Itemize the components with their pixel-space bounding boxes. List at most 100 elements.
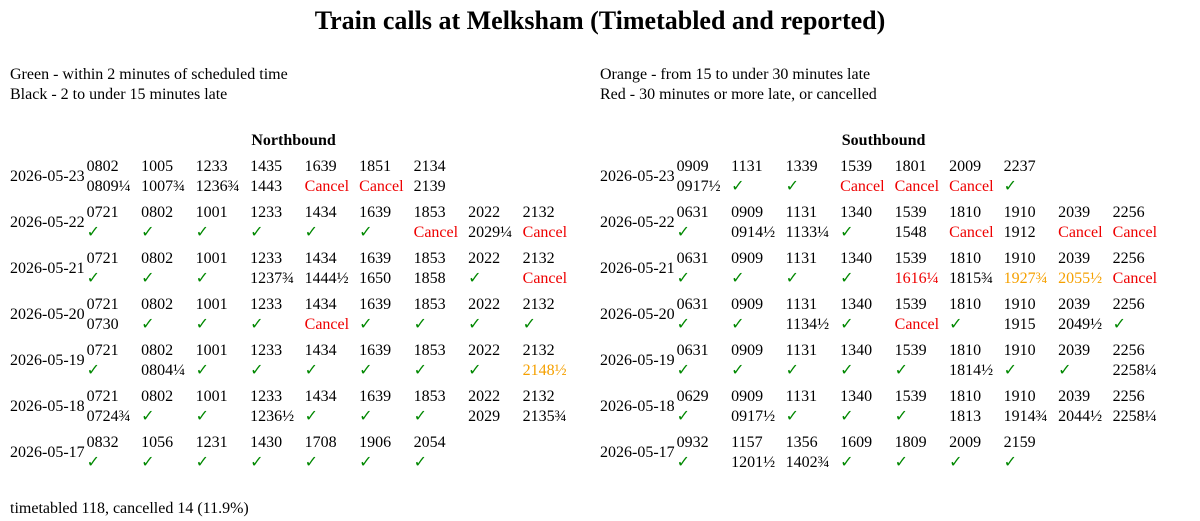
actual-time: ✓ xyxy=(304,224,319,241)
scheduled-time: 1056 xyxy=(141,434,174,451)
actual-time: ✓ xyxy=(840,316,854,333)
day-row: 2026-05-17 0832 ✓ 1056 ✓ 1231 ✓ 1430 ✓ 1708 ✓ 1906 ✓… xyxy=(10,430,577,476)
date: 2026-05-21 xyxy=(600,260,675,277)
scheduled-time: 1131 xyxy=(785,250,818,267)
call: 1434 ✓ xyxy=(305,384,360,430)
actual-time: Cancel xyxy=(1058,224,1103,241)
scheduled-time: 1639 xyxy=(359,296,392,313)
actual-time: Cancel xyxy=(840,178,885,195)
call: 1853 ✓ xyxy=(414,292,469,338)
actual-time: Cancel xyxy=(949,178,994,195)
day-row: 2026-05-18 0629 ✓ 0909 0917½ 1131 ✓ 1340 ✓ 1539 ✓ 1… xyxy=(600,384,1167,430)
scheduled-time: 2256 xyxy=(1112,204,1145,221)
call: 2039 2044½ xyxy=(1058,384,1113,430)
call: 1708 ✓ xyxy=(305,430,360,476)
scheduled-time: 0802 xyxy=(141,296,174,313)
actual-time: 2135¾ xyxy=(522,408,567,425)
actual-time: ✓ xyxy=(141,316,155,333)
call: 1910 ✓ xyxy=(1004,338,1059,384)
actual-time: ✓ xyxy=(250,316,264,333)
actual-time: ✓ xyxy=(141,224,155,241)
scheduled-time: 1434 xyxy=(304,204,337,221)
call: 1131 ✓ xyxy=(786,246,841,292)
scheduled-time: 1639 xyxy=(359,388,392,405)
call: 0802 0809¼ xyxy=(87,154,142,200)
call: 1853 ✓ xyxy=(414,384,469,430)
call: 1001 ✓ xyxy=(196,246,251,292)
actual-time: 1236¾ xyxy=(195,178,240,195)
scheduled-time: 1001 xyxy=(195,296,228,313)
call: 1430 ✓ xyxy=(250,430,305,476)
scheduled-time: 2039 xyxy=(1058,388,1091,405)
scheduled-time: 1430 xyxy=(250,434,283,451)
actual-time: ✓ xyxy=(840,454,854,471)
actual-time: ✓ xyxy=(840,270,854,287)
call: 1910 1914¾ xyxy=(1004,384,1059,430)
call: 1639 Cancel xyxy=(305,154,360,200)
actual-time: 1133¼ xyxy=(785,224,830,241)
call: 2054 ✓ xyxy=(414,430,469,476)
actual-time: 2258¼ xyxy=(1112,362,1157,379)
call: 1233 ✓ xyxy=(250,292,305,338)
call: 1131 1134½ xyxy=(786,292,841,338)
scheduled-time: 1340 xyxy=(840,296,873,313)
timetable: Southbound 2026-05-23 0909 0917½ 1131 ✓ 1339 ✓ 1… xyxy=(600,128,1167,476)
call: 1001 ✓ xyxy=(196,200,251,246)
actual-time: ✓ xyxy=(359,224,373,241)
call: 1434 Cancel xyxy=(305,292,360,338)
call: 1853 1858 xyxy=(414,246,469,292)
call: 0909 ✓ xyxy=(731,338,786,384)
scheduled-time: 1906 xyxy=(359,434,392,451)
call: 1233 ✓ xyxy=(250,338,305,384)
actual-time: ✓ xyxy=(894,362,909,379)
scheduled-time: 1233 xyxy=(195,158,228,175)
actual-time: ✓ xyxy=(468,316,482,333)
call: 2132 Cancel xyxy=(523,246,578,292)
table-heading: Northbound xyxy=(251,132,336,149)
scheduled-time: 1434 xyxy=(304,342,337,359)
actual-time: ✓ xyxy=(676,270,691,287)
call: 1853 Cancel xyxy=(414,200,469,246)
scheduled-time: 2039 xyxy=(1058,204,1091,221)
call: 1340 ✓ xyxy=(840,338,895,384)
call: 1131 ✓ xyxy=(786,384,841,430)
scheduled-time: 1810 xyxy=(949,296,982,313)
scheduled-time: 0721 xyxy=(86,296,119,313)
actual-time: Cancel xyxy=(1112,270,1158,287)
call: 2134 2139 xyxy=(414,154,469,200)
actual-time: ✓ xyxy=(86,224,101,241)
actual-time: Cancel xyxy=(894,178,940,195)
call: 2132 2135¾ xyxy=(523,384,578,430)
scheduled-time: 0629 xyxy=(676,388,709,405)
scheduled-time: 1356 xyxy=(785,434,818,451)
call: 0721 ✓ xyxy=(87,200,142,246)
scheduled-time: 2039 xyxy=(1058,296,1091,313)
actual-time: ✓ xyxy=(413,316,428,333)
actual-time: ✓ xyxy=(1003,454,1018,471)
actual-time: ✓ xyxy=(785,178,800,195)
actual-time: 1813 xyxy=(949,408,982,425)
table-body: 2026-05-23 0802 0809¼ 1005 1007¾ 1233 1236¾ 143… xyxy=(10,154,577,476)
scheduled-time: 2022 xyxy=(468,388,501,405)
scheduled-time: 2039 xyxy=(1058,342,1091,359)
call: 1356 1402¾ xyxy=(786,430,841,476)
call: 0629 ✓ xyxy=(677,384,732,430)
actual-time: ✓ xyxy=(1003,362,1018,379)
scheduled-time: 0631 xyxy=(676,296,709,313)
actual-time: 2029 xyxy=(468,408,501,425)
call: 1001 ✓ xyxy=(196,384,251,430)
scheduled-time: 1910 xyxy=(1003,204,1036,221)
date: 2026-05-17 xyxy=(10,444,85,461)
actual-time: ✓ xyxy=(304,408,319,425)
scheduled-time: 1434 xyxy=(304,250,337,267)
scheduled-time: 1339 xyxy=(785,158,818,175)
actual-time: Cancel xyxy=(304,316,350,333)
actual-time: 1443 xyxy=(250,178,283,195)
actual-time: 1858 xyxy=(413,270,446,287)
scheduled-time: 2256 xyxy=(1112,296,1145,313)
actual-time: Cancel xyxy=(359,178,404,195)
call: 0909 0917½ xyxy=(731,384,786,430)
scheduled-time: 1801 xyxy=(894,158,927,175)
scheduled-time: 1851 xyxy=(359,158,392,175)
call: 1639 1650 xyxy=(359,246,414,292)
